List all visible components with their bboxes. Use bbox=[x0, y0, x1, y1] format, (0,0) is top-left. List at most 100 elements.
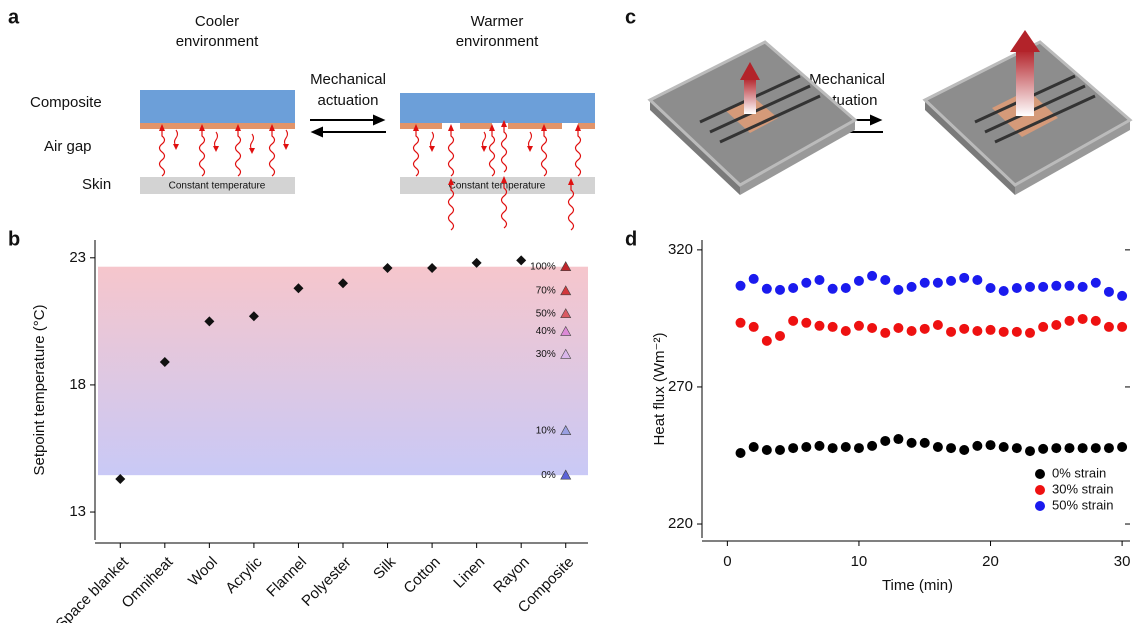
data-point bbox=[1051, 443, 1062, 454]
y-axis-label: Setpoint temperature (°C) bbox=[31, 304, 48, 475]
device-left bbox=[647, 40, 858, 195]
composite-label: 70% bbox=[536, 285, 556, 296]
composite-label: 0% bbox=[541, 470, 556, 481]
heat-waves bbox=[412, 119, 582, 231]
data-point bbox=[1051, 280, 1062, 291]
skin-layer bbox=[400, 177, 595, 194]
composite-point bbox=[560, 348, 572, 359]
data-point bbox=[382, 262, 393, 273]
data-point bbox=[840, 326, 851, 337]
data-point bbox=[972, 440, 983, 451]
composite-label: 30% bbox=[536, 349, 556, 360]
data-point bbox=[827, 443, 838, 454]
data-point bbox=[932, 319, 943, 330]
caption: Warmer bbox=[471, 13, 524, 30]
data-point bbox=[919, 437, 930, 448]
data-point bbox=[1025, 281, 1035, 292]
panel-label: c bbox=[625, 6, 636, 28]
data-point bbox=[972, 275, 983, 286]
composite-label: 100% bbox=[530, 261, 556, 272]
layer-label: Composite bbox=[30, 94, 102, 111]
caption: Mechanical bbox=[310, 71, 386, 88]
data-point bbox=[906, 437, 917, 448]
data-point bbox=[788, 282, 799, 293]
data-point bbox=[1038, 443, 1049, 454]
data-point bbox=[867, 270, 878, 281]
data-point bbox=[1103, 286, 1114, 297]
x-tick-label: Linen bbox=[450, 554, 488, 592]
data-point bbox=[959, 323, 970, 334]
y-tick-label: 23 bbox=[69, 249, 86, 266]
data-point bbox=[1064, 315, 1075, 326]
data-point bbox=[1011, 443, 1022, 454]
data-point bbox=[932, 441, 943, 452]
data-point bbox=[893, 434, 904, 445]
data-point bbox=[761, 444, 772, 455]
data-point bbox=[985, 324, 996, 335]
data-point bbox=[827, 321, 838, 332]
data-point bbox=[735, 317, 746, 328]
data-point bbox=[867, 440, 878, 451]
x-tick-label: 0 bbox=[723, 553, 731, 570]
data-point bbox=[893, 284, 904, 295]
data-point bbox=[959, 444, 970, 455]
data-point bbox=[880, 327, 891, 338]
data-point bbox=[427, 262, 438, 273]
data-point bbox=[906, 281, 917, 292]
data-point bbox=[1025, 327, 1035, 338]
data-point bbox=[1064, 280, 1075, 291]
composite-layer bbox=[140, 90, 295, 123]
data-point bbox=[814, 275, 825, 286]
data-point bbox=[893, 323, 904, 334]
data-point bbox=[867, 323, 878, 334]
data-point bbox=[1011, 326, 1022, 337]
data-point bbox=[115, 473, 126, 484]
y-tick-label: 13 bbox=[69, 503, 86, 520]
legend-marker bbox=[1035, 469, 1045, 479]
data-point bbox=[1025, 446, 1035, 457]
data-point bbox=[1090, 315, 1101, 326]
data-point bbox=[801, 277, 812, 288]
data-point bbox=[853, 443, 864, 454]
data-point bbox=[959, 272, 970, 283]
data-point bbox=[1051, 319, 1062, 330]
caption: Cooler bbox=[195, 13, 239, 30]
layer-label: Air gap bbox=[44, 138, 92, 155]
data-point bbox=[814, 440, 825, 451]
legend-label: 30% strain bbox=[1052, 481, 1113, 496]
data-point bbox=[761, 283, 772, 294]
composite-point bbox=[560, 469, 572, 480]
x-tick-label: Space blanket bbox=[53, 553, 133, 623]
data-point bbox=[919, 277, 930, 288]
data-point bbox=[761, 335, 772, 346]
y-tick-label: 18 bbox=[69, 376, 86, 393]
data-point bbox=[1077, 313, 1088, 324]
caption: Mechanical bbox=[809, 71, 885, 88]
legend-label: 0% strain bbox=[1052, 465, 1106, 480]
data-point bbox=[1103, 321, 1114, 332]
data-point bbox=[159, 357, 170, 368]
data-point bbox=[775, 444, 785, 455]
data-point bbox=[293, 283, 304, 294]
data-point bbox=[735, 280, 746, 291]
data-point bbox=[788, 443, 799, 454]
skin-caption: Constant temperature bbox=[169, 181, 266, 192]
data-point bbox=[840, 441, 851, 452]
data-point bbox=[1090, 443, 1101, 454]
data-point bbox=[880, 275, 891, 286]
data-point bbox=[248, 311, 259, 322]
data-point bbox=[1117, 441, 1128, 452]
x-tick-label: Rayon bbox=[490, 554, 533, 597]
data-point bbox=[985, 282, 996, 293]
data-point bbox=[946, 326, 957, 337]
data-point bbox=[735, 448, 746, 459]
composite-point bbox=[560, 325, 572, 336]
x-tick-label: Acrylic bbox=[222, 553, 266, 597]
composite-point bbox=[560, 285, 572, 296]
data-point bbox=[919, 323, 930, 334]
composite-label: 50% bbox=[536, 308, 556, 319]
data-point bbox=[972, 326, 983, 337]
data-point bbox=[1117, 321, 1128, 332]
